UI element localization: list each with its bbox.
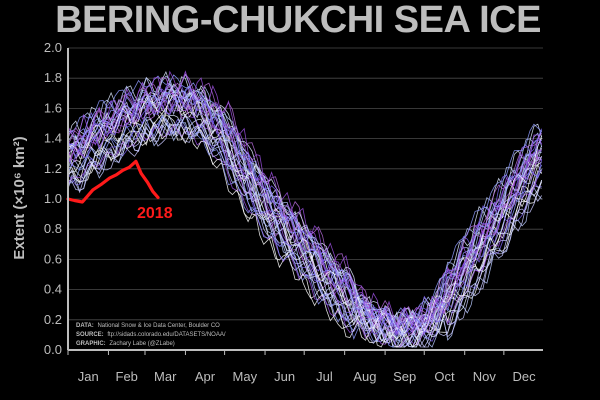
credit-graphic-value: Zachary Labe (@ZLabe) xyxy=(109,341,174,347)
x-tick-label: Aug xyxy=(353,369,376,384)
credits: DATA: National Snow & Ice Data Center, B… xyxy=(76,323,226,347)
climatology-line xyxy=(67,123,543,348)
credit-source: SOURCE: ftp://sidads.colorado.edu/DATASE… xyxy=(76,332,226,338)
x-tick-label: Dec xyxy=(513,369,537,384)
highlight-annotation: 2018 xyxy=(137,205,173,222)
x-tick-label: Jan xyxy=(78,369,99,384)
climatology-line xyxy=(67,114,543,348)
x-tick-label: Apr xyxy=(195,369,216,384)
climatology-line xyxy=(67,73,543,328)
credit-data-value: National Snow & Ice Data Center, Boulder… xyxy=(97,323,220,329)
y-tick-label: 1.2 xyxy=(44,161,62,176)
climatology-line xyxy=(67,94,543,336)
x-tick-label: May xyxy=(233,369,258,384)
credit-source-value: ftp://sidads.colorado.edu/DATASETS/NOAA/ xyxy=(107,332,225,338)
y-tick-label: 1.8 xyxy=(44,70,62,85)
credit-graphic-key: GRAPHIC: xyxy=(76,341,106,347)
highlight-line xyxy=(66,159,160,204)
x-tick-label: Jun xyxy=(274,369,295,384)
y-tick-label: 0.4 xyxy=(44,282,62,297)
credit-source-key: SOURCE: xyxy=(76,332,104,338)
x-tick-label: Sep xyxy=(393,369,416,384)
x-tick-label: Jul xyxy=(316,369,333,384)
y-tick-labels: 0.0 0.2 0.4 0.6 0.8 1.0 1.2 1.4 1.6 1.8 2.0 xyxy=(44,40,62,357)
credit-graphic: GRAPHIC: Zachary Labe (@ZLabe) xyxy=(76,341,175,347)
y-tick-label: 1.4 xyxy=(44,131,62,146)
climatology-line xyxy=(67,70,543,327)
highlight-series xyxy=(66,159,160,204)
y-tick-label: 1.0 xyxy=(44,191,62,206)
climatology-series xyxy=(67,70,543,348)
x-tick-label: Mar xyxy=(154,369,177,384)
y-tick-label: 0.0 xyxy=(44,342,62,357)
climatology-line xyxy=(67,94,543,340)
x-tick-label: Oct xyxy=(434,369,455,384)
climatology-line xyxy=(67,90,543,331)
climatology-line xyxy=(67,91,542,337)
y-axis-label: Extent (×10⁶ km²) xyxy=(11,136,28,259)
x-tick-label: Nov xyxy=(473,369,497,384)
y-tick-label: 0.6 xyxy=(44,251,62,266)
credit-data-key: DATA: xyxy=(76,323,94,329)
x-tick-label: Feb xyxy=(116,369,138,384)
climatology-line xyxy=(67,122,543,348)
chart-title: BERING-CHUKCHI SEA ICE xyxy=(55,0,541,41)
y-tick-label: 2.0 xyxy=(44,40,62,55)
climatology-line xyxy=(67,95,542,335)
credit-data: DATA: National Snow & Ice Data Center, B… xyxy=(76,323,220,329)
climatology-line xyxy=(67,114,543,348)
y-tick-label: 1.6 xyxy=(44,100,62,115)
y-tick-label: 0.8 xyxy=(44,221,62,236)
x-tick-labels: Jan Feb Mar Apr May Jun Jul Aug Sep Oct Nov Dec xyxy=(67,350,537,384)
climatology-line xyxy=(67,91,543,339)
climatology-line xyxy=(67,92,542,333)
y-tick-label: 0.2 xyxy=(44,312,62,327)
